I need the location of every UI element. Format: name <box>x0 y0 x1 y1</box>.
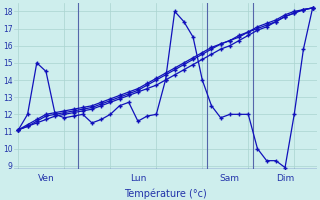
Text: Sam: Sam <box>220 174 240 183</box>
Text: Dim: Dim <box>276 174 294 183</box>
Text: Lun: Lun <box>130 174 146 183</box>
Text: Température (°c): Température (°c) <box>124 188 207 199</box>
Text: Ven: Ven <box>37 174 54 183</box>
